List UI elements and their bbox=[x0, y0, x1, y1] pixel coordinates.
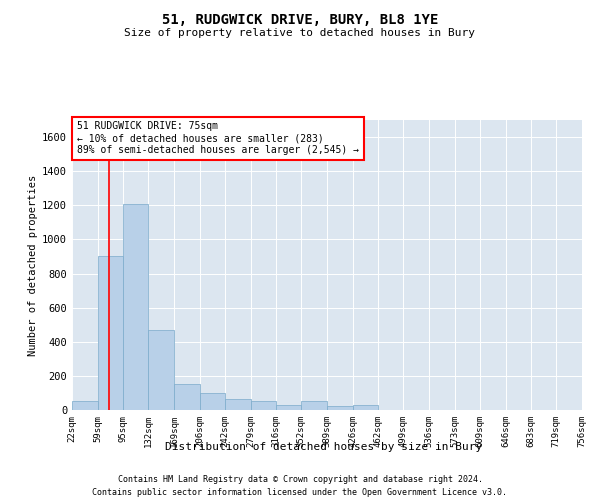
Bar bbox=[225, 399, 251, 410]
Bar bbox=[327, 406, 353, 410]
Text: 51, RUDGWICK DRIVE, BURY, BL8 1YE: 51, RUDGWICK DRIVE, BURY, BL8 1YE bbox=[162, 12, 438, 26]
Bar bbox=[148, 330, 174, 410]
Bar bbox=[353, 405, 378, 410]
Text: Size of property relative to detached houses in Bury: Size of property relative to detached ho… bbox=[125, 28, 476, 38]
Bar bbox=[276, 405, 301, 410]
Bar bbox=[301, 402, 327, 410]
Text: Contains public sector information licensed under the Open Government Licence v3: Contains public sector information licen… bbox=[92, 488, 508, 497]
Bar bbox=[123, 204, 148, 410]
Text: Contains HM Land Registry data © Crown copyright and database right 2024.: Contains HM Land Registry data © Crown c… bbox=[118, 476, 482, 484]
Bar bbox=[72, 402, 98, 410]
Bar bbox=[98, 256, 123, 410]
Text: 51 RUDGWICK DRIVE: 75sqm
← 10% of detached houses are smaller (283)
89% of semi-: 51 RUDGWICK DRIVE: 75sqm ← 10% of detach… bbox=[77, 122, 359, 154]
Bar bbox=[251, 402, 276, 410]
Bar bbox=[200, 393, 225, 410]
Text: Distribution of detached houses by size in Bury: Distribution of detached houses by size … bbox=[166, 442, 482, 452]
Y-axis label: Number of detached properties: Number of detached properties bbox=[28, 174, 38, 356]
Bar bbox=[174, 384, 200, 410]
